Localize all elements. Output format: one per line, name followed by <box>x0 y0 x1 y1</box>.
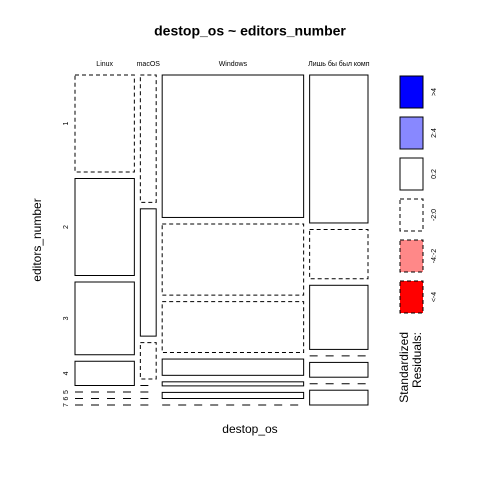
column-label: macOS <box>137 61 161 68</box>
mosaic-cell <box>74 74 135 173</box>
mosaic-cell <box>74 360 135 386</box>
mosaic-cell <box>139 74 157 203</box>
column-label: Лишь бы был комп <box>308 60 370 68</box>
legend-label: 0:2 <box>431 169 438 179</box>
legend-swatch <box>399 157 424 191</box>
mosaic-cell <box>161 223 305 296</box>
legend-title: Residuals: <box>410 332 424 388</box>
legend-title: Standardized <box>397 332 411 403</box>
legend-label: -2:0 <box>431 209 438 221</box>
legend-swatch <box>399 116 424 150</box>
mosaic-cell <box>309 228 369 280</box>
mosaic-cell <box>161 381 305 387</box>
column-label: Windows <box>219 61 248 68</box>
mosaic-cell <box>161 301 305 354</box>
row-label: 6 <box>63 396 70 400</box>
chart-title: destop_os ~ editors_number <box>154 23 346 39</box>
mosaic-cell <box>161 74 305 218</box>
mosaic-cell <box>161 391 305 400</box>
mosaic-cell <box>74 178 135 276</box>
row-label: 1 <box>63 121 70 125</box>
legend-label: >4 <box>431 88 438 96</box>
legend-swatch <box>399 280 424 314</box>
legend-swatch <box>399 198 424 232</box>
mosaic-cell <box>139 342 157 380</box>
mosaic-cell <box>74 281 135 356</box>
row-label: 3 <box>63 316 70 320</box>
mosaic-cell <box>309 284 369 350</box>
legend-swatch <box>399 239 424 273</box>
row-label: 2 <box>63 225 70 229</box>
legend-swatch <box>399 75 424 109</box>
legend-label: 2:4 <box>431 128 438 138</box>
row-label: 5 <box>63 390 70 394</box>
column-label: Linux <box>96 61 113 68</box>
legend-label: <-4 <box>431 292 438 302</box>
mosaic-cell <box>309 74 369 224</box>
mosaic-cell <box>309 361 369 378</box>
mosaic-cell <box>309 389 369 406</box>
row-label: 7 <box>63 403 70 407</box>
y-axis-title: editors_number <box>30 198 44 281</box>
legend-label: -4:-2 <box>431 249 438 264</box>
mosaic-cell <box>139 208 157 337</box>
x-axis-title: destop_os <box>222 422 277 436</box>
mosaic-cell <box>161 358 305 376</box>
row-label: 4 <box>63 371 70 375</box>
